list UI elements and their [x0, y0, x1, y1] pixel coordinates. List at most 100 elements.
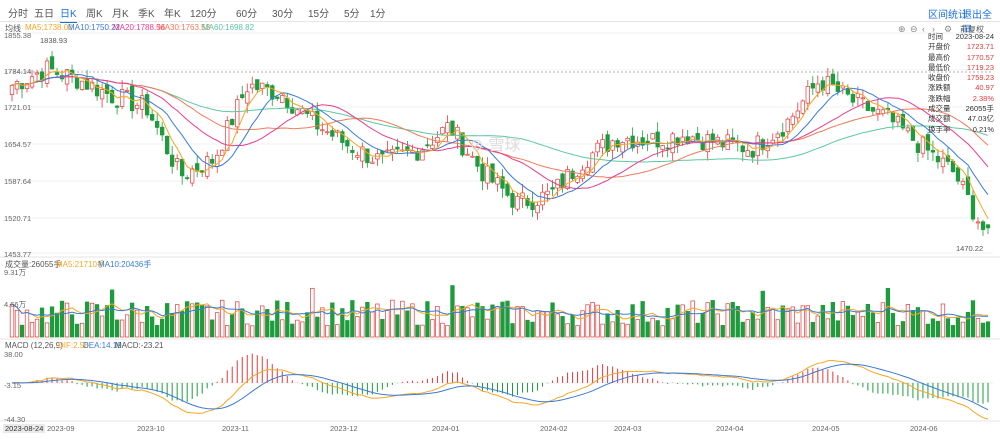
volume-bar	[655, 320, 660, 338]
candle-body	[34, 72, 40, 75]
exit-fullscreen-link[interactable]: 退出全屏	[962, 10, 992, 36]
candle-body	[790, 115, 795, 125]
volume-bar	[285, 301, 290, 338]
volume-bar	[695, 322, 700, 338]
volume-bar	[815, 315, 820, 338]
volume-bar	[945, 318, 951, 338]
volume-bar	[460, 305, 465, 338]
candle-body	[680, 136, 685, 142]
volume-bar	[295, 319, 300, 338]
range-stats-link[interactable]: 区间统计	[928, 10, 968, 21]
volume-bar	[410, 303, 415, 338]
volume-bar	[320, 307, 325, 338]
volume-bar	[660, 325, 665, 338]
volume-bar	[555, 313, 560, 338]
period-tab-1[interactable]: 五日	[34, 9, 54, 20]
candle-body	[170, 154, 175, 167]
period-tab-8[interactable]: 60分	[236, 9, 258, 20]
volume-bar	[530, 321, 535, 338]
period-tab-12[interactable]: 1分	[370, 9, 386, 20]
ma5-line	[11, 70, 989, 219]
info-row: 涨跌额 40.97	[928, 83, 994, 93]
candle-body	[925, 134, 931, 151]
candle-body	[320, 129, 325, 132]
volume-bar	[425, 301, 430, 338]
adjust-selector[interactable]: 前复权	[960, 25, 984, 34]
candle-body	[94, 84, 100, 97]
zoom-in-icon[interactable]: ⊕	[898, 24, 906, 34]
volume-bar	[355, 316, 360, 338]
macd-value-legend: MACD:-23.21	[115, 341, 164, 350]
volume-bar	[605, 313, 610, 338]
candle-body	[149, 114, 155, 121]
candle-body	[230, 118, 235, 126]
info-key: 最高价	[928, 52, 951, 62]
info-row: 最高价 1770.57	[928, 53, 994, 63]
pan-left-icon[interactable]: ‹	[922, 24, 925, 34]
candle-body	[740, 145, 745, 153]
volume-bar	[149, 316, 155, 338]
candle-body	[114, 105, 120, 108]
period-tab-6[interactable]: 年K	[164, 9, 181, 20]
volume-bar	[330, 302, 335, 338]
candle-body	[89, 81, 95, 90]
volume-bar	[925, 323, 931, 338]
volume-bar	[114, 319, 120, 338]
volume-bar	[975, 318, 981, 338]
info-key: 收盘价	[928, 73, 951, 83]
volume-bar	[89, 302, 95, 338]
candle-body	[920, 136, 926, 154]
volume-bar	[785, 308, 790, 338]
period-tab-4[interactable]: 月K	[112, 9, 129, 20]
volume-bar	[755, 318, 760, 338]
info-row: 成交量 26055手	[928, 104, 994, 114]
x-axis-label: 2024-04	[716, 424, 744, 433]
volume-bar	[625, 323, 630, 338]
volume-bar	[710, 300, 715, 338]
info-key: 涨跌额	[928, 83, 951, 93]
info-key: 最低价	[928, 62, 951, 72]
candle-body	[315, 110, 320, 130]
candle-body	[850, 93, 856, 103]
volume-bar	[595, 304, 600, 338]
period-tab-2[interactable]: 日K	[60, 5, 77, 23]
volume-bar	[820, 304, 825, 338]
info-key: 成交额	[928, 114, 951, 124]
macd-axis-label: -3.15	[4, 381, 22, 390]
volume-bar	[485, 318, 490, 338]
volume-bar	[915, 307, 921, 338]
candle-body	[640, 137, 645, 146]
zoom-out-icon[interactable]: ⊖	[910, 24, 918, 34]
x-axis-label: 2023-12	[330, 424, 358, 433]
volume-bar	[540, 311, 545, 338]
period-tab-0[interactable]: 分时	[8, 9, 28, 20]
candle-body	[340, 131, 345, 143]
volume-bar	[825, 318, 830, 338]
period-tab-10[interactable]: 15分	[308, 9, 330, 20]
period-tab-9[interactable]: 30分	[272, 9, 294, 20]
dif-legend: DIF:2.58	[58, 341, 89, 350]
volume-bar	[465, 307, 470, 338]
pan-right-icon[interactable]: ›	[932, 24, 935, 34]
period-tab-3[interactable]: 周K	[86, 9, 103, 20]
candle-body	[465, 153, 470, 156]
volume-bar	[875, 322, 881, 338]
period-tab-7[interactable]: 120分	[190, 9, 217, 20]
candle-body	[345, 140, 350, 147]
candle-body	[410, 150, 415, 153]
macd-legend-label: MACD (12,26,9)	[5, 341, 63, 350]
volume-bar	[905, 304, 911, 338]
settings-icon[interactable]: ⚙	[944, 24, 953, 34]
candle-body	[675, 137, 680, 146]
volume-ma10-legend: MA10:20436手	[98, 260, 152, 269]
candle-body	[865, 101, 871, 111]
candle-body	[165, 135, 170, 155]
period-tab-11[interactable]: 5分	[344, 9, 360, 20]
candle-body	[545, 190, 550, 195]
volume-bar	[405, 310, 410, 338]
dif-line	[11, 359, 989, 420]
volume-bar	[375, 303, 380, 338]
candle-body	[975, 221, 981, 224]
period-tab-5[interactable]: 季K	[138, 9, 155, 20]
